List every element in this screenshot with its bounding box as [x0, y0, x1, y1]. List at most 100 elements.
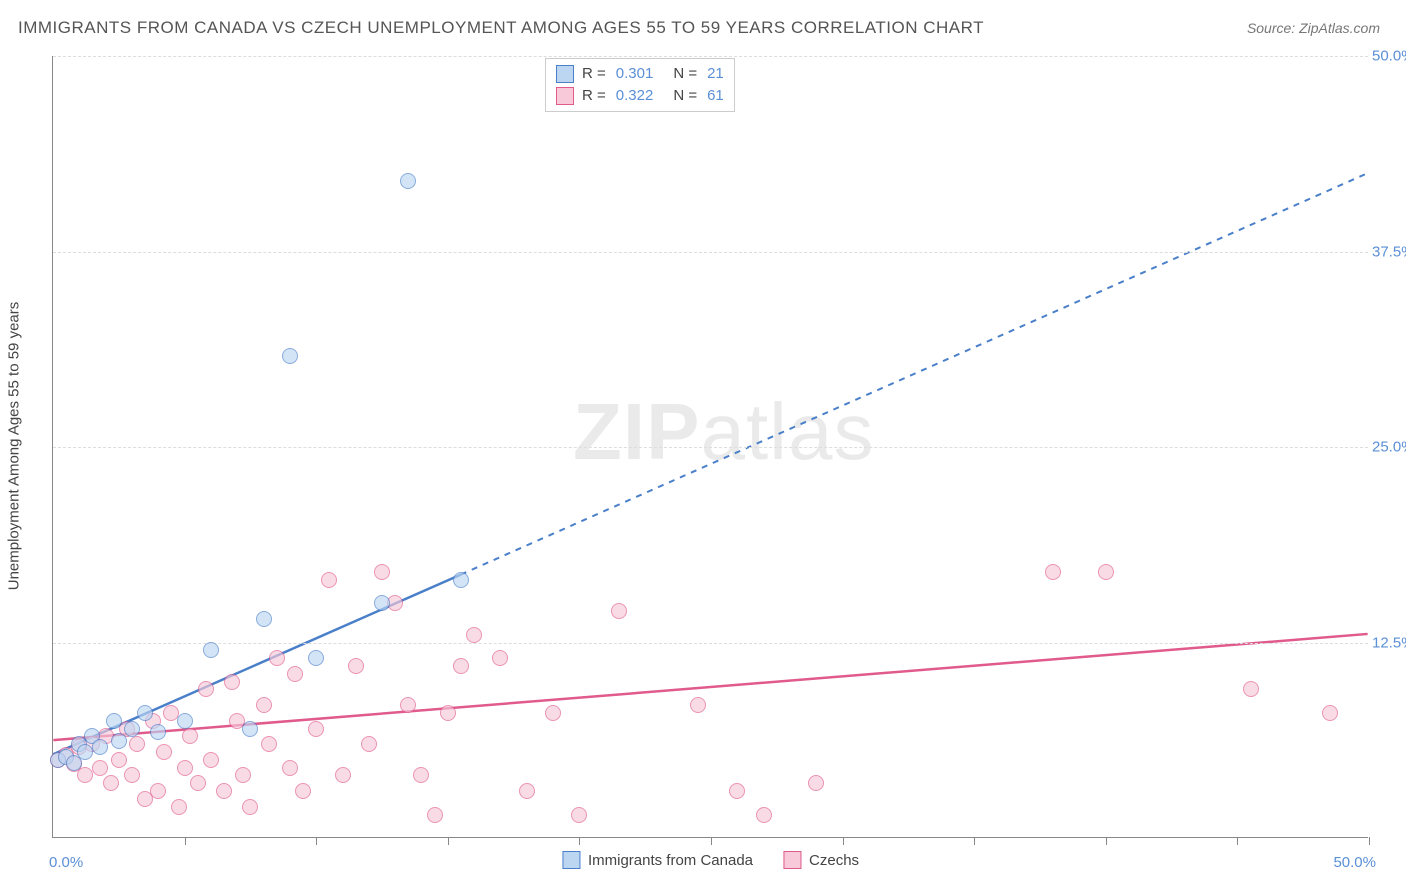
x-tick: [316, 837, 317, 845]
r-value-canada: 0.301: [616, 63, 654, 85]
y-tick-label: 50.0%: [1372, 48, 1406, 65]
swatch-czechs: [783, 851, 801, 869]
data-point-czechs: [182, 728, 198, 744]
data-point-czechs: [190, 775, 206, 791]
data-point-canada: [150, 724, 166, 740]
gridline: [53, 643, 1368, 644]
data-point-czechs: [690, 697, 706, 713]
watermark: ZIPatlas: [573, 386, 874, 478]
data-point-czechs: [308, 721, 324, 737]
data-point-czechs: [150, 783, 166, 799]
data-point-canada: [282, 348, 298, 364]
data-point-czechs: [440, 705, 456, 721]
x-tick: [1237, 837, 1238, 845]
x-tick: [448, 837, 449, 845]
data-point-canada: [111, 733, 127, 749]
data-point-czechs: [203, 752, 219, 768]
data-point-canada: [308, 650, 324, 666]
watermark-light: atlas: [700, 387, 874, 476]
data-point-czechs: [156, 744, 172, 760]
data-point-czechs: [374, 564, 390, 580]
y-tick-label: 25.0%: [1372, 439, 1406, 456]
data-point-czechs: [111, 752, 127, 768]
legend-item-czechs: Czechs: [783, 851, 859, 869]
data-point-czechs: [361, 736, 377, 752]
gridline: [53, 447, 1368, 448]
data-point-czechs: [348, 658, 364, 674]
data-point-czechs: [242, 799, 258, 815]
data-point-canada: [256, 611, 272, 627]
data-point-czechs: [545, 705, 561, 721]
data-point-czechs: [400, 697, 416, 713]
x-tick: [843, 837, 844, 845]
gridline: [53, 56, 1368, 57]
data-point-czechs: [216, 783, 232, 799]
gridline: [53, 252, 1368, 253]
data-point-czechs: [729, 783, 745, 799]
data-point-czechs: [92, 760, 108, 776]
x-tick: [1369, 837, 1370, 845]
r-label: R =: [582, 63, 606, 85]
data-point-czechs: [519, 783, 535, 799]
data-point-canada: [177, 713, 193, 729]
x-tick-min: 0.0%: [49, 854, 83, 871]
legend-row-czechs: R = 0.322 N = 61: [556, 85, 724, 107]
source-value: ZipAtlas.com: [1299, 20, 1380, 36]
data-point-czechs: [282, 760, 298, 776]
data-point-czechs: [287, 666, 303, 682]
data-point-canada: [242, 721, 258, 737]
data-point-canada: [77, 744, 93, 760]
data-point-czechs: [295, 783, 311, 799]
data-point-czechs: [321, 572, 337, 588]
data-point-canada: [137, 705, 153, 721]
data-point-czechs: [171, 799, 187, 815]
data-point-czechs: [571, 807, 587, 823]
data-point-canada: [400, 173, 416, 189]
source-label: Source:: [1247, 20, 1299, 36]
data-point-czechs: [611, 603, 627, 619]
data-point-czechs: [124, 767, 140, 783]
watermark-bold: ZIP: [573, 387, 700, 476]
series-legend: Immigrants from Canada Czechs: [562, 851, 859, 869]
data-point-czechs: [198, 681, 214, 697]
data-point-czechs: [256, 697, 272, 713]
data-point-czechs: [103, 775, 119, 791]
data-point-czechs: [1098, 564, 1114, 580]
y-tick-label: 37.5%: [1372, 243, 1406, 260]
data-point-czechs: [224, 674, 240, 690]
data-point-czechs: [756, 807, 772, 823]
data-point-czechs: [269, 650, 285, 666]
data-point-czechs: [808, 775, 824, 791]
y-tick-label: 12.5%: [1372, 634, 1406, 651]
x-tick-max: 50.0%: [1333, 854, 1376, 871]
data-point-canada: [124, 721, 140, 737]
data-point-czechs: [413, 767, 429, 783]
data-point-czechs: [177, 760, 193, 776]
data-point-canada: [374, 595, 390, 611]
x-tick: [1106, 837, 1107, 845]
data-point-czechs: [261, 736, 277, 752]
swatch-czechs: [556, 87, 574, 105]
trend-line-extrapolated-canada: [461, 173, 1368, 574]
x-tick: [711, 837, 712, 845]
r-value-czechs: 0.322: [616, 85, 654, 107]
data-point-canada: [106, 713, 122, 729]
data-point-czechs: [235, 767, 251, 783]
data-point-canada: [203, 642, 219, 658]
legend-label-canada: Immigrants from Canada: [588, 852, 753, 869]
scatter-plot-area: ZIPatlas R = 0.301 N = 21 R = 0.322 N = …: [52, 56, 1368, 838]
source-attribution: Source: ZipAtlas.com: [1247, 20, 1380, 36]
data-point-czechs: [77, 767, 93, 783]
data-point-czechs: [466, 627, 482, 643]
data-point-czechs: [1243, 681, 1259, 697]
x-tick: [974, 837, 975, 845]
n-value-czechs: 61: [707, 85, 724, 107]
r-label: R =: [582, 85, 606, 107]
data-point-czechs: [492, 650, 508, 666]
n-label: N =: [673, 63, 697, 85]
x-tick: [579, 837, 580, 845]
data-point-czechs: [427, 807, 443, 823]
data-point-czechs: [1045, 564, 1061, 580]
data-point-canada: [92, 739, 108, 755]
x-tick: [185, 837, 186, 845]
